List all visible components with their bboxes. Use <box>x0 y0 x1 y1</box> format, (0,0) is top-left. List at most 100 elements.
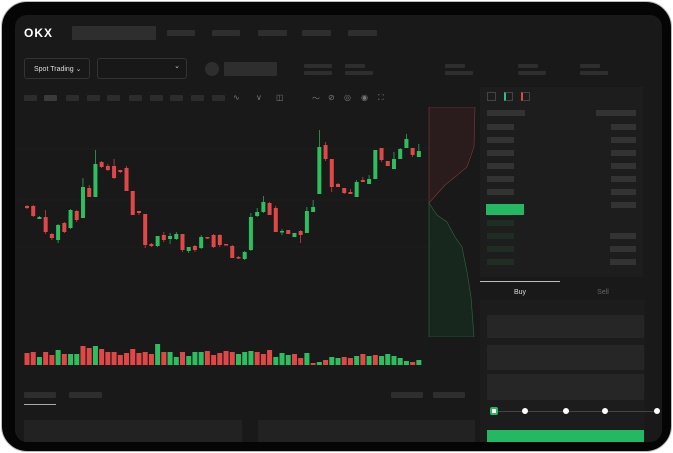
volume-bar <box>316 362 322 365</box>
slider-step-100[interactable] <box>654 408 660 414</box>
volume-bar <box>310 363 316 365</box>
candlestick-chart[interactable] <box>17 107 427 372</box>
candle-down <box>236 257 241 259</box>
pair-price <box>224 62 277 76</box>
ask-amount <box>611 150 636 156</box>
price-input[interactable] <box>487 315 644 338</box>
bid-price <box>487 220 514 226</box>
stat-label <box>518 64 538 68</box>
line-tool-icon[interactable]: ～ <box>312 94 320 103</box>
volume-bar <box>74 354 80 365</box>
timeframe-button[interactable] <box>170 95 183 101</box>
candle-down <box>410 148 415 155</box>
bid-price <box>487 233 514 239</box>
volume-bar <box>92 346 98 365</box>
slider-step-75[interactable] <box>602 408 608 414</box>
ask-amount <box>611 202 636 208</box>
nav-item[interactable] <box>167 30 195 36</box>
nav-item[interactable] <box>212 30 240 36</box>
amount-input[interactable] <box>487 345 644 370</box>
total-input[interactable] <box>487 374 644 400</box>
volume-bar <box>167 352 173 365</box>
search-bar[interactable] <box>72 26 156 40</box>
candle-up <box>80 187 85 218</box>
fullscreen-icon[interactable]: ⛶ <box>378 93 384 102</box>
volume-bar <box>298 358 304 365</box>
volume-bar <box>55 350 61 365</box>
market-type-label: Spot Trading <box>34 66 74 73</box>
candle-up <box>367 179 372 184</box>
volume-bar <box>148 354 154 365</box>
volume-bar <box>124 353 130 365</box>
chart-type-icon[interactable]: ∨ <box>256 93 262 102</box>
bid-price <box>487 246 514 252</box>
volume-bar <box>229 352 235 365</box>
volume-bar <box>36 357 42 365</box>
volume-bar <box>198 352 204 365</box>
volume-bar <box>323 360 329 365</box>
timeframe-button[interactable] <box>129 95 142 101</box>
price-header <box>487 110 525 116</box>
stat-label <box>345 64 365 68</box>
ask-price <box>487 176 514 182</box>
timeframe-button[interactable] <box>87 95 100 101</box>
trading-screen: OKX Spot Trading ⌄ ⌄ ∿ ∨ ◫ ～ ⊘ ◎ ◉ ⛶ Buy… <box>15 15 662 442</box>
candle-down <box>99 162 104 167</box>
candle-down <box>74 211 79 220</box>
pair-selector-dropdown[interactable]: ⌄ <box>97 58 187 79</box>
okx-logo[interactable]: OKX <box>24 26 54 40</box>
volume-bar <box>391 356 397 365</box>
volume-bar <box>180 352 185 365</box>
buy-tab-underline <box>480 281 560 282</box>
volume-bar <box>354 356 360 365</box>
volume-bar <box>360 354 366 365</box>
tab-open-orders[interactable] <box>24 392 56 398</box>
volume-bar <box>61 354 67 365</box>
candle-down <box>180 234 185 250</box>
buy-tab[interactable]: Buy <box>513 289 527 296</box>
volume-bar <box>260 354 266 365</box>
indicator-icon[interactable]: ∿ <box>233 93 240 102</box>
timeframe-button[interactable] <box>212 95 225 101</box>
buy-button[interactable] <box>487 430 644 442</box>
nav-item[interactable] <box>302 30 331 36</box>
sell-tab[interactable]: Sell <box>597 289 609 296</box>
book-bids-icon[interactable] <box>504 92 513 101</box>
book-asks-icon[interactable] <box>521 92 530 101</box>
timeframe-button[interactable] <box>107 95 120 101</box>
timeframe-button[interactable] <box>24 95 37 101</box>
candle-down <box>336 184 340 187</box>
nav-item[interactable] <box>258 30 287 36</box>
timeframe-button[interactable] <box>44 95 57 101</box>
slider-step-50[interactable] <box>563 408 569 414</box>
ask-price <box>487 189 514 195</box>
candle-down <box>217 235 222 245</box>
ask-price <box>487 150 514 156</box>
candle-up <box>261 202 266 212</box>
draw-tool-icon[interactable]: ⊘ <box>328 93 335 102</box>
order-book <box>480 87 643 277</box>
candle-down <box>118 170 123 172</box>
candle-up <box>56 225 61 240</box>
volume-bar <box>86 348 92 365</box>
amount-slider[interactable] <box>490 407 660 415</box>
filter-button[interactable] <box>391 392 423 398</box>
settings-icon[interactable]: ◫ <box>276 93 284 102</box>
nav-item[interactable] <box>348 30 377 36</box>
book-both-icon[interactable] <box>487 92 496 101</box>
filter-button[interactable] <box>433 392 465 398</box>
volume-bar <box>43 352 49 365</box>
record-icon[interactable]: ◉ <box>361 93 368 102</box>
target-icon[interactable]: ◎ <box>344 93 351 102</box>
volume-bar <box>273 357 279 365</box>
candle-up <box>317 147 322 194</box>
timeframe-button[interactable] <box>191 95 204 101</box>
timeframe-button[interactable] <box>66 95 79 101</box>
slider-handle[interactable] <box>490 407 498 415</box>
timeframe-button[interactable] <box>150 95 163 101</box>
volume-bar <box>304 353 310 365</box>
slider-step-25[interactable] <box>522 408 528 414</box>
tab-history[interactable] <box>69 392 102 398</box>
market-type-dropdown[interactable]: Spot Trading ⌄ <box>24 58 90 79</box>
